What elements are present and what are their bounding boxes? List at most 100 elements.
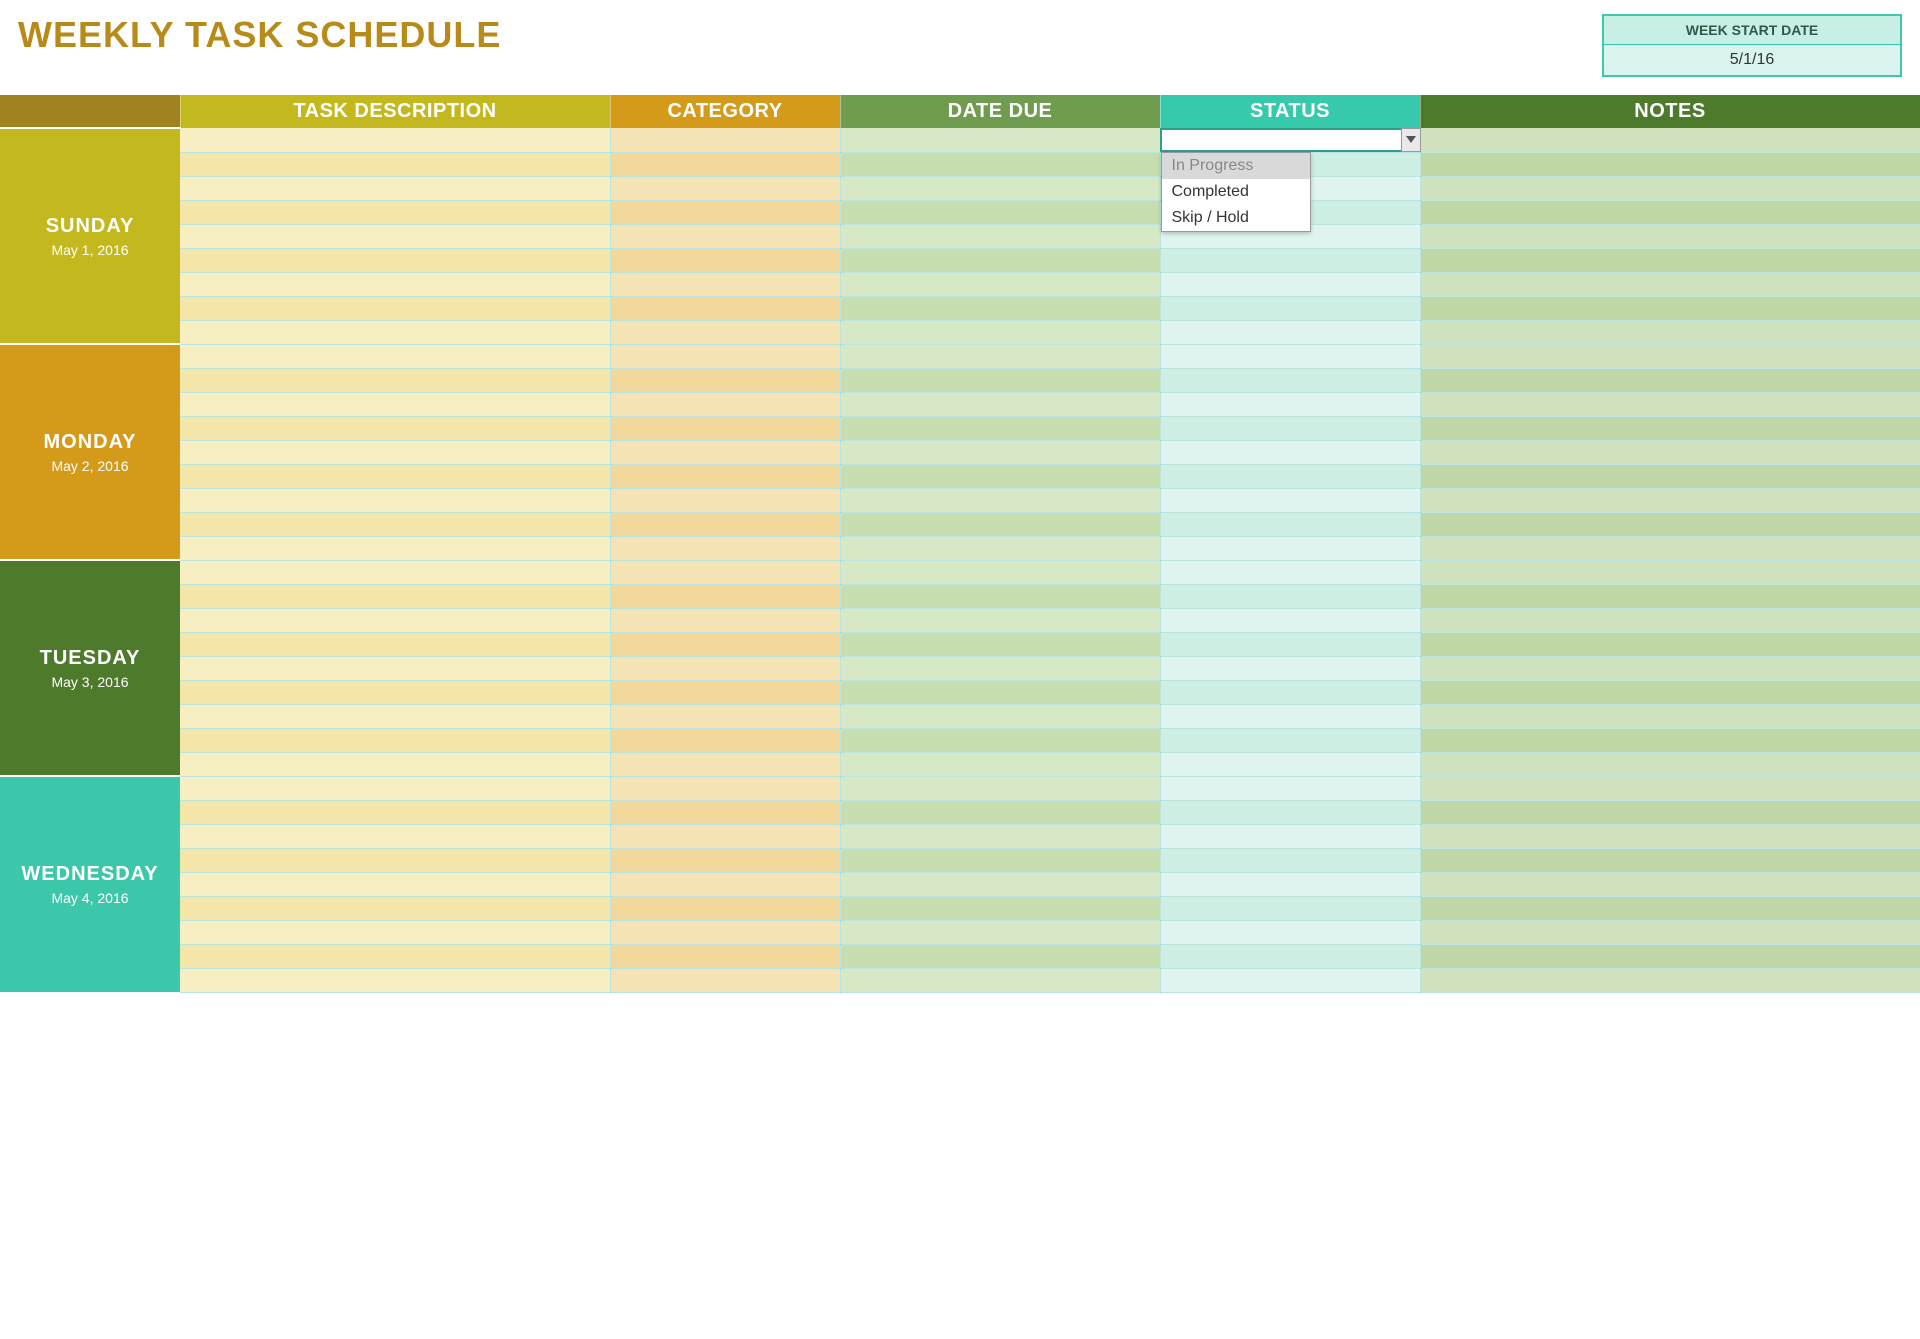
category-cell[interactable] bbox=[610, 200, 840, 224]
date-due-cell[interactable] bbox=[840, 704, 1160, 728]
task-cell[interactable] bbox=[180, 176, 610, 200]
status-cell[interactable] bbox=[1160, 800, 1420, 824]
notes-cell[interactable] bbox=[1420, 896, 1920, 920]
date-due-cell[interactable] bbox=[840, 752, 1160, 776]
category-cell[interactable] bbox=[610, 464, 840, 488]
notes-cell[interactable] bbox=[1420, 440, 1920, 464]
status-cell[interactable] bbox=[1160, 536, 1420, 560]
notes-cell[interactable] bbox=[1420, 656, 1920, 680]
notes-cell[interactable] bbox=[1420, 200, 1920, 224]
date-due-cell[interactable] bbox=[840, 272, 1160, 296]
status-cell[interactable] bbox=[1160, 704, 1420, 728]
category-cell[interactable] bbox=[610, 224, 840, 248]
status-cell[interactable] bbox=[1160, 776, 1420, 800]
notes-cell[interactable] bbox=[1420, 488, 1920, 512]
category-cell[interactable] bbox=[610, 296, 840, 320]
task-cell[interactable] bbox=[180, 416, 610, 440]
date-due-cell[interactable] bbox=[840, 200, 1160, 224]
status-cell[interactable] bbox=[1160, 872, 1420, 896]
date-due-cell[interactable] bbox=[840, 176, 1160, 200]
date-due-cell[interactable] bbox=[840, 488, 1160, 512]
status-option[interactable]: In Progress bbox=[1162, 153, 1310, 179]
notes-cell[interactable] bbox=[1420, 824, 1920, 848]
category-cell[interactable] bbox=[610, 896, 840, 920]
date-due-cell[interactable] bbox=[840, 608, 1160, 632]
date-due-cell[interactable] bbox=[840, 896, 1160, 920]
status-cell[interactable] bbox=[1160, 344, 1420, 368]
task-cell[interactable] bbox=[180, 896, 610, 920]
notes-cell[interactable] bbox=[1420, 584, 1920, 608]
notes-cell[interactable] bbox=[1420, 392, 1920, 416]
category-cell[interactable] bbox=[610, 920, 840, 944]
status-cell[interactable] bbox=[1160, 584, 1420, 608]
category-cell[interactable] bbox=[610, 824, 840, 848]
task-cell[interactable] bbox=[180, 344, 610, 368]
category-cell[interactable] bbox=[610, 656, 840, 680]
notes-cell[interactable] bbox=[1420, 368, 1920, 392]
status-cell[interactable] bbox=[1160, 392, 1420, 416]
category-cell[interactable] bbox=[610, 392, 840, 416]
notes-cell[interactable] bbox=[1420, 464, 1920, 488]
notes-cell[interactable] bbox=[1420, 176, 1920, 200]
notes-cell[interactable] bbox=[1420, 224, 1920, 248]
category-cell[interactable] bbox=[610, 752, 840, 776]
notes-cell[interactable] bbox=[1420, 608, 1920, 632]
notes-cell[interactable] bbox=[1420, 416, 1920, 440]
task-cell[interactable] bbox=[180, 776, 610, 800]
status-cell[interactable] bbox=[1160, 560, 1420, 584]
notes-cell[interactable] bbox=[1420, 776, 1920, 800]
date-due-cell[interactable] bbox=[840, 560, 1160, 584]
date-due-cell[interactable] bbox=[840, 392, 1160, 416]
week-start-value[interactable]: 5/1/16 bbox=[1604, 45, 1900, 75]
notes-cell[interactable] bbox=[1420, 248, 1920, 272]
date-due-cell[interactable] bbox=[840, 464, 1160, 488]
category-cell[interactable] bbox=[610, 536, 840, 560]
date-due-cell[interactable] bbox=[840, 632, 1160, 656]
task-cell[interactable] bbox=[180, 440, 610, 464]
category-cell[interactable] bbox=[610, 704, 840, 728]
date-due-cell[interactable] bbox=[840, 944, 1160, 968]
date-due-cell[interactable] bbox=[840, 656, 1160, 680]
status-cell[interactable] bbox=[1160, 752, 1420, 776]
category-cell[interactable] bbox=[610, 128, 840, 152]
status-cell[interactable] bbox=[1160, 248, 1420, 272]
task-cell[interactable] bbox=[180, 632, 610, 656]
status-cell[interactable] bbox=[1160, 512, 1420, 536]
task-cell[interactable] bbox=[180, 296, 610, 320]
status-cell[interactable] bbox=[1160, 488, 1420, 512]
task-cell[interactable] bbox=[180, 920, 610, 944]
status-cell[interactable] bbox=[1160, 680, 1420, 704]
date-due-cell[interactable] bbox=[840, 728, 1160, 752]
notes-cell[interactable] bbox=[1420, 680, 1920, 704]
notes-cell[interactable] bbox=[1420, 632, 1920, 656]
task-cell[interactable] bbox=[180, 512, 610, 536]
task-cell[interactable] bbox=[180, 248, 610, 272]
task-cell[interactable] bbox=[180, 200, 610, 224]
category-cell[interactable] bbox=[610, 344, 840, 368]
task-cell[interactable] bbox=[180, 464, 610, 488]
task-cell[interactable] bbox=[180, 824, 610, 848]
date-due-cell[interactable] bbox=[840, 680, 1160, 704]
category-cell[interactable] bbox=[610, 944, 840, 968]
notes-cell[interactable] bbox=[1420, 344, 1920, 368]
category-cell[interactable] bbox=[610, 728, 840, 752]
category-cell[interactable] bbox=[610, 872, 840, 896]
category-cell[interactable] bbox=[610, 248, 840, 272]
date-due-cell[interactable] bbox=[840, 848, 1160, 872]
task-cell[interactable] bbox=[180, 560, 610, 584]
task-cell[interactable] bbox=[180, 944, 610, 968]
category-cell[interactable] bbox=[610, 440, 840, 464]
task-cell[interactable] bbox=[180, 488, 610, 512]
task-cell[interactable] bbox=[180, 128, 610, 152]
status-cell[interactable] bbox=[1160, 920, 1420, 944]
date-due-cell[interactable] bbox=[840, 224, 1160, 248]
status-cell[interactable] bbox=[1160, 656, 1420, 680]
category-cell[interactable] bbox=[610, 416, 840, 440]
notes-cell[interactable] bbox=[1420, 872, 1920, 896]
notes-cell[interactable] bbox=[1420, 752, 1920, 776]
status-cell[interactable] bbox=[1160, 320, 1420, 344]
status-cell[interactable] bbox=[1160, 272, 1420, 296]
notes-cell[interactable] bbox=[1420, 848, 1920, 872]
status-cell[interactable] bbox=[1160, 824, 1420, 848]
category-cell[interactable] bbox=[610, 680, 840, 704]
